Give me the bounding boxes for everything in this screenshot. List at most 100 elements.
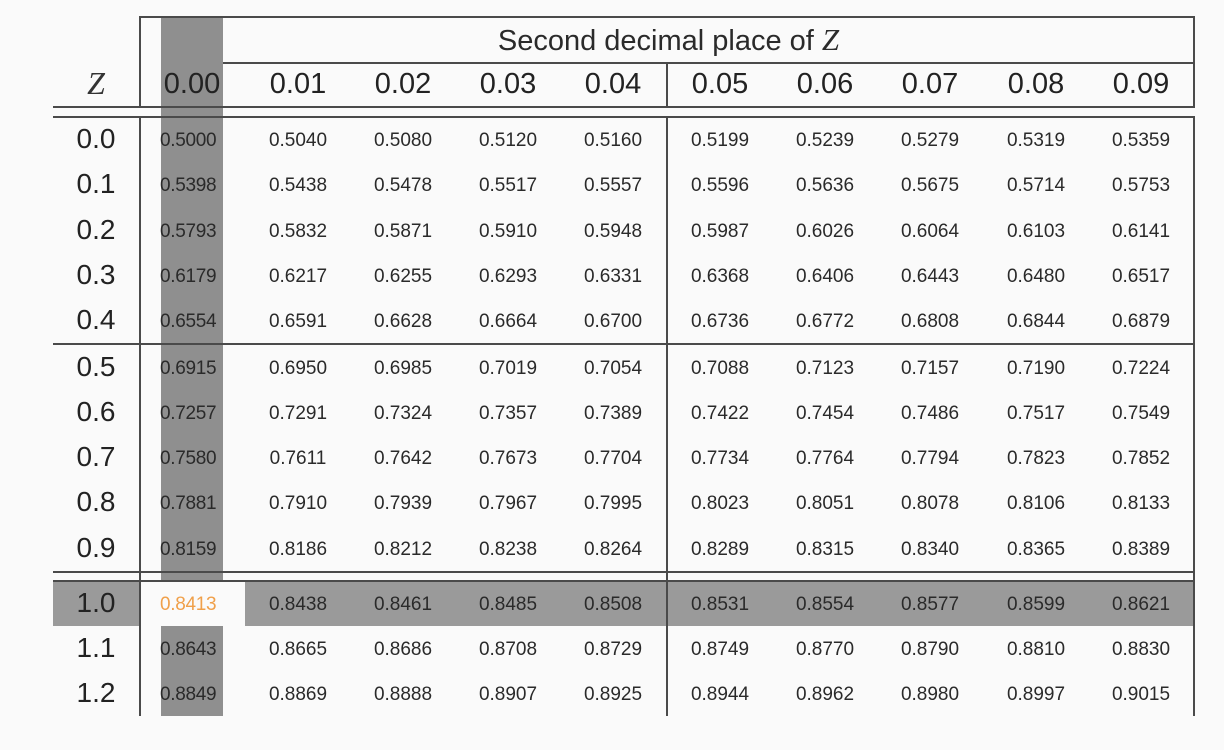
title-box-left-rule bbox=[139, 16, 141, 107]
group-separator-rule-2 bbox=[53, 571, 1195, 573]
table-cell: 0.8133 bbox=[1111, 493, 1171, 514]
table-cell: 0.7257 bbox=[160, 403, 217, 424]
table-cell: 0.5040 bbox=[268, 130, 328, 151]
table-cell: 0.5478 bbox=[373, 175, 433, 196]
table-cell: 0.7157 bbox=[900, 358, 960, 379]
row-header: 1.1 bbox=[76, 632, 116, 663]
table-cell: 0.6141 bbox=[1111, 221, 1171, 242]
table-cell: 0.5398 bbox=[160, 175, 217, 196]
table-cell: 0.6664 bbox=[478, 311, 538, 332]
table-cell: 0.7190 bbox=[1006, 358, 1066, 379]
table-cell: 0.7673 bbox=[478, 448, 538, 469]
row-header: 0.9 bbox=[76, 532, 116, 563]
table-cell: 0.8365 bbox=[1006, 539, 1066, 560]
z-column-divider-body bbox=[139, 116, 141, 716]
z-column-divider-header bbox=[139, 62, 141, 107]
table-cell: 0.6915 bbox=[160, 358, 217, 379]
table-cell: 0.7794 bbox=[900, 448, 960, 469]
table-cell: 0.8869 bbox=[268, 684, 328, 705]
group-separator-rule-1 bbox=[53, 343, 1195, 345]
table-cell: 0.6179 bbox=[160, 266, 217, 287]
table-cell: 0.7224 bbox=[1111, 358, 1171, 379]
row-header: 1.0 bbox=[76, 587, 116, 618]
row-header: 0.6 bbox=[76, 396, 116, 427]
table-cell: 0.7995 bbox=[583, 493, 643, 514]
table-cell: 0.7291 bbox=[268, 403, 328, 424]
table-cell: 0.8980 bbox=[900, 684, 960, 705]
table-cell: 0.6480 bbox=[1006, 266, 1066, 287]
table-cell: 0.7734 bbox=[690, 448, 750, 469]
table-cell: 0.5636 bbox=[795, 175, 855, 196]
row-header: 0.1 bbox=[76, 168, 116, 199]
table-cell: 0.8340 bbox=[900, 539, 960, 560]
table-cell: 0.6517 bbox=[1111, 266, 1171, 287]
table-cell: 0.7019 bbox=[478, 358, 538, 379]
table-cell: 0.6026 bbox=[795, 221, 855, 242]
table-cell: 0.7611 bbox=[269, 448, 327, 469]
table-cell: 0.8413 bbox=[160, 594, 217, 615]
table-cell: 0.5675 bbox=[900, 175, 960, 196]
table-cell: 0.5557 bbox=[583, 175, 643, 196]
table-cell: 0.7054 bbox=[583, 358, 643, 379]
table-cell: 0.8830 bbox=[1111, 639, 1171, 660]
table-cell: 0.8485 bbox=[478, 594, 538, 615]
table-cell: 0.5871 bbox=[373, 221, 433, 242]
table-cell: 0.8186 bbox=[268, 539, 328, 560]
mid-column-divider-header bbox=[666, 62, 668, 107]
table-cell: 0.8770 bbox=[795, 639, 855, 660]
table-cell: 0.5753 bbox=[1111, 175, 1171, 196]
table-cell: 0.5000 bbox=[160, 130, 217, 151]
row-header: 0.8 bbox=[76, 486, 116, 517]
column-header: 0.04 bbox=[584, 68, 642, 100]
table-cell: 0.5279 bbox=[900, 130, 960, 151]
table-cell: 0.5239 bbox=[795, 130, 855, 151]
right-edge-rule-body bbox=[1193, 116, 1195, 716]
table-title-text: Second decimal place of bbox=[497, 25, 822, 57]
table-cell: 0.5199 bbox=[690, 130, 750, 151]
table-cell: 0.6700 bbox=[583, 311, 643, 332]
table-cell: 0.6406 bbox=[795, 266, 855, 287]
row-header: 0.5 bbox=[76, 351, 116, 382]
table-cell: 0.5319 bbox=[1006, 130, 1066, 151]
table-cell: 0.7967 bbox=[478, 493, 538, 514]
row-header: 0.7 bbox=[76, 441, 116, 472]
table-cell: 0.5120 bbox=[478, 130, 538, 151]
table-cell: 0.8810 bbox=[1006, 639, 1066, 660]
table-cell: 0.8159 bbox=[160, 539, 217, 560]
table-cell: 0.8264 bbox=[583, 539, 643, 560]
table-cell: 0.6879 bbox=[1111, 311, 1171, 332]
body-top-rule bbox=[53, 116, 1195, 118]
table-cell: 0.8438 bbox=[268, 594, 328, 615]
table-cell: 0.6217 bbox=[268, 266, 328, 287]
table-cell: 0.8577 bbox=[900, 594, 960, 615]
table-cell: 0.7939 bbox=[373, 493, 433, 514]
table-cell: 0.7517 bbox=[1006, 403, 1066, 424]
table-cell: 0.8289 bbox=[690, 539, 750, 560]
table-cell: 0.6736 bbox=[690, 311, 750, 332]
table-cell: 0.7580 bbox=[160, 448, 217, 469]
table-cell: 0.6103 bbox=[1006, 221, 1066, 242]
table-cell: 0.8106 bbox=[1006, 493, 1066, 514]
group-separator-rule-3 bbox=[53, 580, 1195, 582]
highlighted-cell-background bbox=[139, 581, 245, 626]
table-cell: 0.7852 bbox=[1111, 448, 1171, 469]
row-header-label: Z bbox=[87, 65, 105, 101]
table-cell: 0.8686 bbox=[373, 639, 433, 660]
column-header: 0.09 bbox=[1112, 68, 1170, 100]
table-cell: 0.5596 bbox=[690, 175, 750, 196]
table-cell: 0.6628 bbox=[373, 311, 433, 332]
table-cell: 0.8849 bbox=[160, 684, 217, 705]
title-box-right-rule bbox=[1193, 16, 1195, 107]
mid-column-divider-body bbox=[666, 116, 668, 716]
row-header: 0.2 bbox=[76, 214, 116, 245]
table-cell: 0.7910 bbox=[268, 493, 328, 514]
row-header: 1.2 bbox=[76, 677, 116, 708]
table-cell: 0.8621 bbox=[1111, 594, 1171, 615]
column-header: 0.08 bbox=[1007, 68, 1065, 100]
header-bottom-rule bbox=[53, 106, 1195, 108]
table-cell: 0.7704 bbox=[583, 448, 643, 469]
table-cell: 0.7764 bbox=[795, 448, 855, 469]
table-cell: 0.5160 bbox=[583, 130, 643, 151]
table-cell: 0.7357 bbox=[478, 403, 538, 424]
